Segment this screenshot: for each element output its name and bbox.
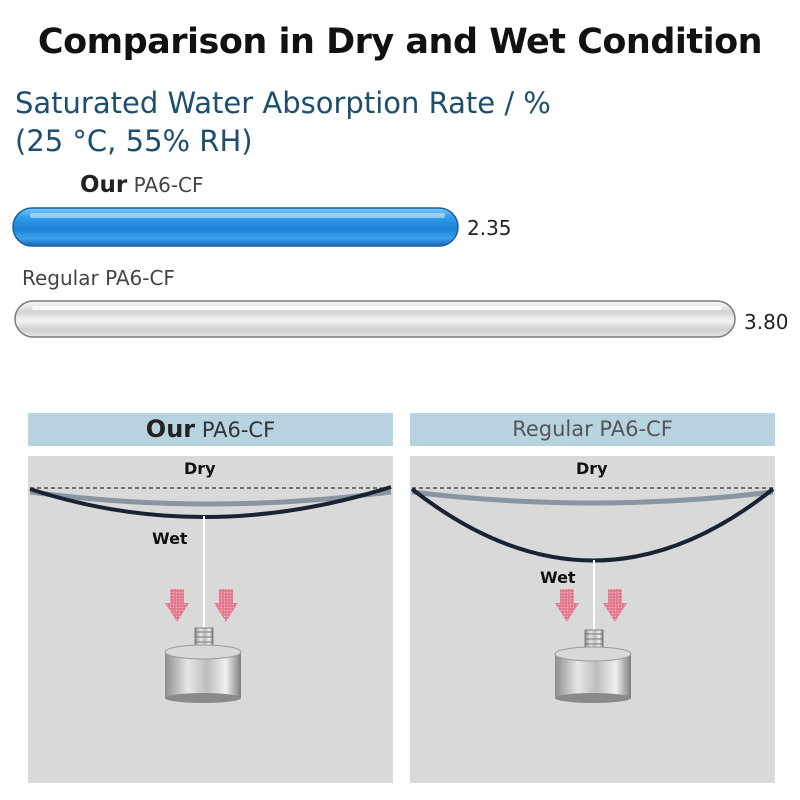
bar-ours: [12, 207, 459, 247]
panel-ours-illustration: [29, 485, 392, 703]
load-arrow-right: [214, 589, 238, 622]
load-arrow-right: [603, 589, 627, 622]
page-title: Comparison in Dry and Wet Condition: [37, 22, 763, 62]
weight: [164, 627, 242, 703]
subtitle-line-1: Saturated Water Absorption Rate / %: [15, 86, 551, 120]
panel-ours: Our PA6-CF: [28, 413, 393, 783]
panel-regular-header: Regular PA6-CF: [410, 413, 775, 446]
bar-ours-fill: [12, 207, 459, 247]
panel-regular-illustration: [410, 487, 775, 703]
panel-ours-stage: Dry Wet: [28, 456, 393, 783]
bar-regular-highlight: [32, 306, 722, 310]
chart-subtitle: Saturated Water Absorption Rate / % (25 …: [15, 84, 551, 160]
panel-regular-dry-label: Dry: [576, 459, 608, 478]
bar-label-ours-prefix: Our: [80, 172, 128, 198]
weight: [554, 629, 632, 703]
panel-ours-wet-label: Wet: [152, 529, 188, 548]
subtitle-line-2: (25 °C, 55% RH): [15, 124, 253, 158]
bar-value-ours: 2.35: [467, 216, 512, 240]
load-arrow-left: [165, 589, 189, 622]
wet-beam: [29, 485, 392, 519]
panel-ours-dry-label: Dry: [184, 459, 216, 478]
panel-regular-wet-label: Wet: [540, 568, 576, 587]
panel-regular: Regular PA6-CF: [410, 413, 775, 783]
panel-ours-prefix: Our: [145, 415, 196, 443]
panel-ours-header: Our PA6-CF: [28, 413, 393, 446]
bar-ours-highlight: [30, 213, 445, 218]
bar-label-ours-name: PA6-CF: [133, 173, 204, 197]
dry-beam: [29, 489, 392, 507]
panel-regular-stage: Dry Wet: [410, 456, 775, 783]
bar-label-ours: Our PA6-CF: [80, 172, 204, 198]
panel-ours-name: PA6-CF: [201, 418, 276, 442]
bar-label-regular: Regular PA6-CF: [22, 266, 175, 290]
bar-value-regular: 3.80: [744, 310, 789, 334]
dry-beam: [411, 489, 774, 506]
bar-regular: [14, 300, 736, 338]
load-arrow-left: [555, 589, 579, 622]
